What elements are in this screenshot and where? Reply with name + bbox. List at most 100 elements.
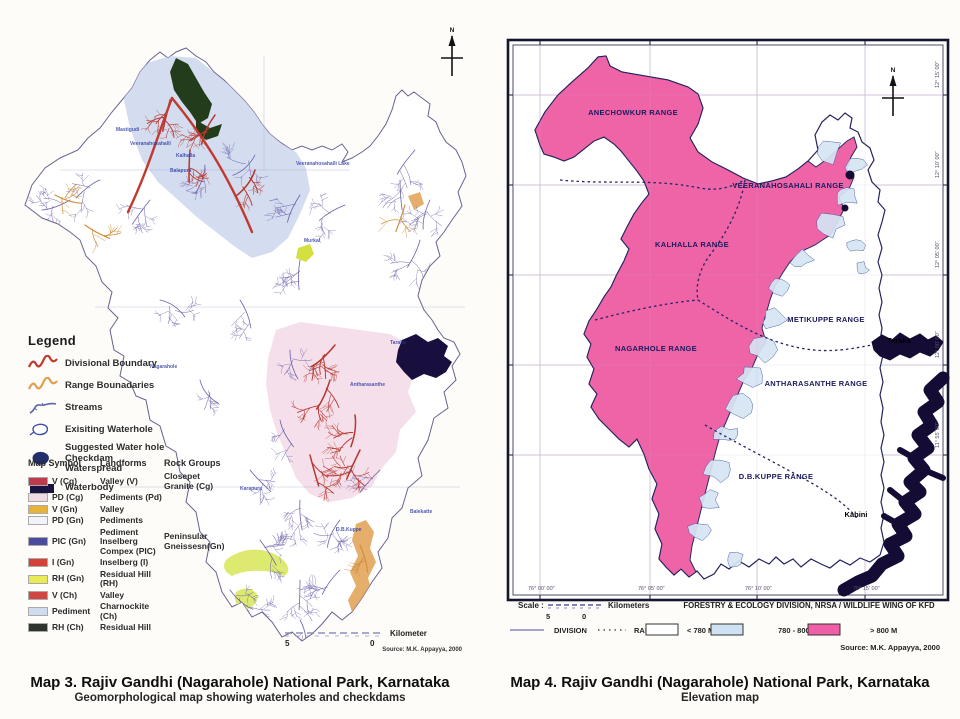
svg-text:Balekatte: Balekatte xyxy=(410,509,432,515)
svg-text:5: 5 xyxy=(285,639,290,648)
map3-waterbody-taraka xyxy=(396,334,452,380)
map-symbol-swatch xyxy=(28,493,48,503)
map3-place-labels: Mastigudi Veeranahosahalli Kalhalla Balapur… xyxy=(116,127,432,533)
symbol-table-row: PD (Gn) Pediments xyxy=(28,516,228,526)
svg-text:5: 5 xyxy=(546,612,550,621)
svg-text:76° 05' 00": 76° 05' 00" xyxy=(638,586,665,592)
map-symbol-swatch xyxy=(28,590,48,600)
svg-text:Mastigudi: Mastigudi xyxy=(116,127,140,133)
symbol-table-row: V (Ch) Valley xyxy=(28,589,228,601)
svg-text:12° 15' 00": 12° 15' 00" xyxy=(935,61,941,88)
map3-scale-bar: 5 0 Kilometer xyxy=(285,629,427,648)
symbol-table-row: RH (Ch) Residual Hill xyxy=(28,623,228,633)
range-boundaries-icon xyxy=(28,377,58,390)
map4-waterbodies xyxy=(837,170,950,597)
map-symbol-swatch xyxy=(28,516,48,526)
svg-text:0: 0 xyxy=(582,612,586,621)
map-symbol-swatch xyxy=(28,477,48,486)
symbol-table-row: PD (Cg) Pediments (Pd) xyxy=(28,493,228,503)
map4-source-text: Source: M.K. Appayya, 2000 xyxy=(840,643,940,652)
legend-item-label: Exisiting Waterhole xyxy=(65,423,153,435)
rock-group-cell: Closepet Granite (Cg) xyxy=(164,471,214,491)
svg-text:ANECHOWKUR RANGE: ANECHOWKUR RANGE xyxy=(588,108,678,117)
map3-stream-network xyxy=(28,99,445,641)
map-symbol-code: PD (Cg) xyxy=(52,492,84,503)
svg-text:Kalhalla: Kalhalla xyxy=(176,153,195,159)
map3-source-text: Source: M.K. Appayya, 2000 xyxy=(382,647,462,653)
map-symbol-code: I (Gn) xyxy=(52,557,75,568)
landform-cell: Residual Hill (RH) xyxy=(100,568,152,589)
symbol-table-row: V (Cg) Valley (V) Closepet Granite (Cg) xyxy=(28,471,228,491)
svg-text:76° 10' 00": 76° 10' 00" xyxy=(745,586,772,592)
legend-item-suggested-waterhole: Suggested Water hole Checkdam Waterspread xyxy=(28,442,228,475)
symbol-table-row: I (Gn) Inselberg (I) xyxy=(28,558,228,568)
map-symbol-code: V (Ch) xyxy=(52,589,78,600)
map4-caption: Map 4. Rajiv Gandhi (Nagarahole) Nationa… xyxy=(480,674,960,704)
legend-title: Legend xyxy=(28,333,77,348)
streams-icon xyxy=(29,402,57,414)
svg-text:> 800 M: > 800 M xyxy=(870,626,897,635)
map-symbol-swatch xyxy=(28,504,48,514)
landform-cell: Pediments xyxy=(100,515,143,526)
svg-text:Kabini: Kabini xyxy=(845,510,868,519)
map-symbol-swatch xyxy=(28,537,48,547)
svg-text:NAGARHOLE RANGE: NAGARHOLE RANGE xyxy=(615,344,697,353)
svg-text:Karapura: Karapura xyxy=(240,486,262,492)
map4-axis-labels: 76° 00' 00" 76° 05' 00" 76° 10' 00" 76° 15'… xyxy=(528,61,941,592)
symbol-table-row: PIC (Gn) Pediment Inselberg Compex (PIC) P… xyxy=(28,526,228,557)
map3-symbol-table: Map Symbol Landforms Rock Groups V (Cg) Val… xyxy=(28,456,228,635)
map3-caption-title: Map 3. Rajiv Gandhi (Nagarahole) Nationa… xyxy=(30,674,450,691)
symbol-table-row: RH (Gn) Residual Hill (RH) xyxy=(28,568,228,589)
svg-text:12° 05' 00": 12° 05' 00" xyxy=(935,241,941,268)
map4-range-labels: ANECHOWKUR RANGE VEERANAHOSAHALI RANGE KAL… xyxy=(588,108,867,481)
svg-text:N: N xyxy=(891,67,896,74)
rock-group-cell: Peninsular Gneissesn(Gn) xyxy=(164,531,225,551)
symbol-table-header-cell: Landforms xyxy=(100,458,147,468)
legend-item-label: Streams xyxy=(65,401,103,413)
svg-text:12° 10' 00": 12° 10' 00" xyxy=(935,151,941,178)
map-symbol-swatch xyxy=(28,574,48,584)
svg-text:Veeranahosahalli: Veeranahosahalli xyxy=(130,141,171,147)
svg-text:DIVISION: DIVISION xyxy=(554,626,587,635)
svg-text:Kilometer: Kilometer xyxy=(390,629,427,638)
legend-item-label: Range Bounadaries xyxy=(65,379,155,391)
svg-text:Nagarahole: Nagarahole xyxy=(150,364,177,370)
landform-cell: Residual Hill xyxy=(100,622,152,633)
landform-cell: Valley (V) xyxy=(100,475,138,486)
symbol-table-row: Pediment Charnockite (Ch) xyxy=(28,601,228,621)
legend-item-label: Divisional Boundary xyxy=(65,357,157,369)
svg-text:KALHALLA RANGE: KALHALLA RANGE xyxy=(655,240,729,249)
north-arrow-icon: N xyxy=(882,67,904,116)
map-symbol-code: RH (Ch) xyxy=(52,622,84,633)
symbol-table-header: Map Symbol Landforms Rock Groups xyxy=(28,458,228,468)
map3-caption-subtitle: Geomorphological map showing waterholes … xyxy=(74,692,406,704)
svg-text:Taraka: Taraka xyxy=(390,340,406,346)
map4-agency-text: FORESTRY & ECOLOGY DIVISION, NRSA / WILD… xyxy=(683,601,935,610)
landform-cell: Pediment Inselberg Compex (PIC) xyxy=(100,526,156,556)
map4-elevation-780-800m xyxy=(687,140,870,568)
svg-text:0: 0 xyxy=(370,639,375,648)
map-symbol-code: PIC (Gn) xyxy=(52,536,86,547)
suggested-waterhole-icon xyxy=(32,451,49,465)
svg-text:76° 15' 00": 76° 15' 00" xyxy=(853,586,880,592)
svg-text:METIKUPPE RANGE: METIKUPPE RANGE xyxy=(787,315,864,324)
map-symbol-code: V (Cg) xyxy=(52,475,78,486)
map4-scale-bar: Scale : Kilometers 5 0 xyxy=(518,601,650,621)
svg-text:N: N xyxy=(450,27,455,34)
legend-items: Divisional Boundary Range Bounadaries Stre… xyxy=(28,355,228,497)
symbol-table-header-cell: Map Symbol xyxy=(28,458,82,468)
svg-text:ANTHARASANTHE RANGE: ANTHARASANTHE RANGE xyxy=(765,379,868,388)
legend-item-existing-waterhole: Exisiting Waterhole xyxy=(28,421,228,439)
svg-text:76° 00' 00": 76° 00' 00" xyxy=(528,586,555,592)
svg-text:Balapura: Balapura xyxy=(170,168,192,174)
svg-text:Veeranahosahalli Lake: Veeranahosahalli Lake xyxy=(296,161,350,167)
symbol-table-rows: V (Cg) Valley (V) Closepet Granite (Cg) PD … xyxy=(28,471,228,633)
divisional-boundary-icon xyxy=(28,355,58,368)
landform-cell: Charnockite (Ch) xyxy=(100,601,150,621)
legend-item-label: Waterbody xyxy=(65,481,114,493)
landform-cell: Inselberg (I) xyxy=(100,557,149,568)
svg-text:12° 00' 00": 12° 00' 00" xyxy=(935,331,941,358)
symbol-table-row: V (Gn) Valley xyxy=(28,504,228,515)
